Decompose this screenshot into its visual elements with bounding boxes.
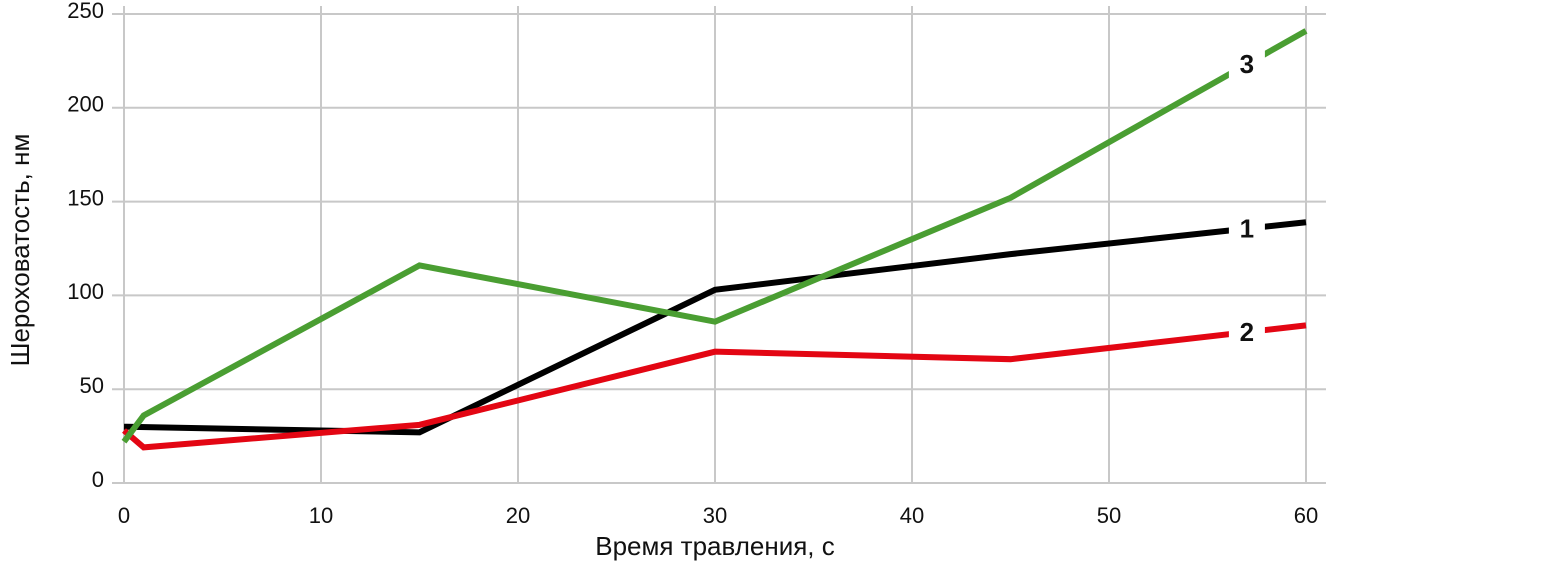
y-tick-label: 150: [67, 185, 104, 210]
y-tick-label: 50: [80, 373, 104, 398]
x-tick-label: 50: [1097, 503, 1121, 528]
x-tick-label: 10: [309, 503, 333, 528]
x-tick-label: 40: [900, 503, 924, 528]
series-line: [122, 322, 1307, 451]
series-label: 1: [1240, 213, 1254, 243]
x-axis-title: Время травления, с: [595, 531, 835, 561]
y-tick-label: 200: [67, 92, 104, 117]
y-tick-label: 250: [67, 0, 104, 23]
label-gap: [1228, 312, 1265, 353]
x-tick-label: 0: [118, 503, 130, 528]
y-tick-label: 0: [92, 467, 104, 492]
series-label: 3: [1240, 49, 1254, 79]
y-tick-label: 100: [67, 279, 104, 304]
label-gap: [1228, 44, 1265, 85]
x-tick-label: 30: [703, 503, 727, 528]
y-axis-title: Шероховатость, нм: [5, 134, 35, 367]
series-line: [121, 28, 1308, 444]
series-label: 2: [1240, 317, 1254, 347]
label-gap: [1228, 208, 1265, 249]
x-tick-label: 20: [506, 503, 530, 528]
x-tick-label: 60: [1294, 503, 1318, 528]
